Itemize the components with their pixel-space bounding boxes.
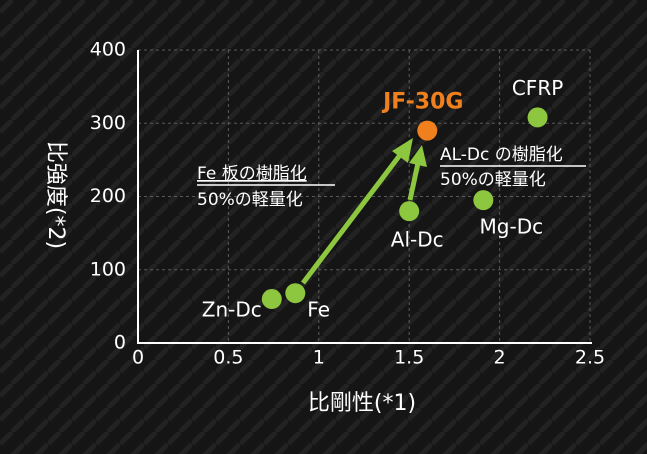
x-axis-label: 比剛性(*1) <box>308 391 416 416</box>
point <box>399 201 420 222</box>
y-tick-label: 300 <box>90 112 126 134</box>
point <box>261 289 282 310</box>
point-label: Fe <box>307 298 330 322</box>
y-tick-label: 200 <box>90 185 126 207</box>
point-label: JF-30G <box>381 90 463 115</box>
point-label: Zn-Dc <box>202 298 262 322</box>
annotation: 50%の軽量化 <box>197 190 303 210</box>
x-tick-label: 0.5 <box>213 347 243 369</box>
x-tick-label: 2.5 <box>575 347 605 369</box>
point <box>473 190 494 211</box>
y-axis-label: 比強度(*2) <box>43 141 68 249</box>
arrows <box>301 138 427 285</box>
x-tick-label: 1.5 <box>394 347 424 369</box>
x-tick-label: 2 <box>494 347 506 369</box>
annotation: 50%の軽量化 <box>440 170 546 190</box>
arrowhead <box>392 138 413 163</box>
point <box>527 107 548 128</box>
point <box>417 120 438 141</box>
y-tick-label: 100 <box>90 258 126 280</box>
point-label: Mg-Dc <box>480 215 544 239</box>
point-label: Al-Dc <box>391 228 444 252</box>
arrow <box>407 162 421 201</box>
x-tick-label: 1 <box>313 347 325 369</box>
y-tick-label: 400 <box>90 39 126 61</box>
annotation: Fe 板の樹脂化 <box>197 164 307 184</box>
arrowhead <box>409 145 427 167</box>
annotation: AL-Dc の樹脂化 <box>440 145 563 165</box>
y-tick-label: 0 <box>114 332 126 354</box>
point-label: CFRP <box>512 76 563 100</box>
x-tick-label: 0 <box>132 347 144 369</box>
arrow <box>301 153 402 285</box>
point <box>285 283 306 304</box>
